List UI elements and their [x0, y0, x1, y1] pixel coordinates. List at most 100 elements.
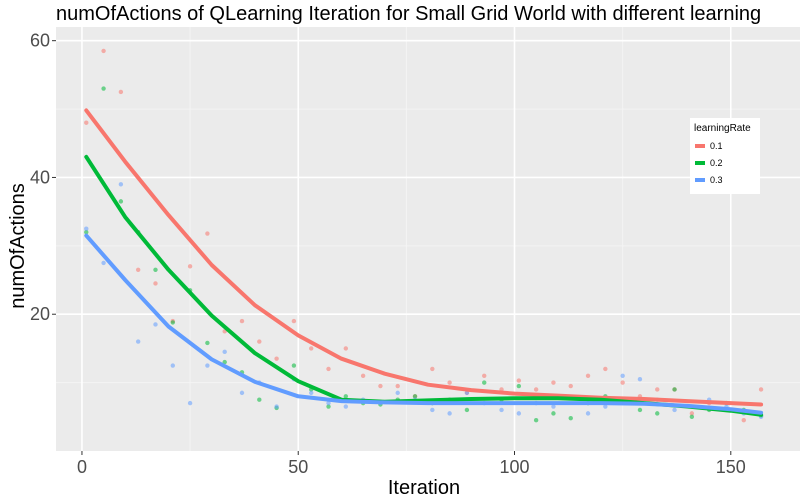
data-point-0-2	[222, 359, 227, 365]
data-point-0-1	[516, 378, 522, 383]
data-point-0-3	[84, 226, 89, 231]
data-point-0-1	[689, 411, 695, 416]
data-point-0-1	[153, 281, 158, 286]
data-point-0-3	[101, 260, 106, 266]
data-point-0-3	[239, 390, 245, 396]
data-point-0-3	[637, 376, 643, 382]
x-axis-ticks: 0 50 100 150	[77, 451, 746, 477]
data-point-0-1	[533, 387, 539, 392]
data-point-0-1	[741, 418, 746, 423]
data-point-0-1	[205, 231, 210, 236]
legend-items: 0.1 0.2 0.3	[695, 141, 723, 185]
y-axis-ticks: 20 40 60	[30, 31, 56, 324]
data-point-0-3	[153, 322, 158, 327]
data-point-0-3	[585, 411, 591, 416]
trend-line-0-3	[84, 233, 764, 415]
grid-lines	[56, 27, 800, 451]
data-point-0-3	[464, 390, 470, 396]
data-point-0-2	[118, 199, 124, 204]
data-point-0-2	[516, 383, 522, 389]
data-point-0-1	[551, 380, 556, 385]
data-point-0-1	[135, 267, 141, 272]
data-point-0-2	[101, 86, 106, 91]
data-point-0-2	[655, 411, 660, 416]
x-tick-label: 50	[288, 457, 308, 477]
data-point-0-1	[118, 89, 124, 95]
data-point-0-3	[551, 404, 556, 409]
data-point-0-1	[291, 318, 297, 324]
data-point-0-2	[464, 407, 470, 413]
y-tick-label: 40	[30, 167, 50, 187]
data-point-0-2	[153, 267, 158, 272]
data-point-0-2	[482, 380, 487, 385]
trend-lines	[84, 108, 764, 417]
data-point-0-3	[395, 390, 400, 396]
data-point-0-3	[170, 363, 175, 368]
chart-title: numOfActions of QLearning Iteration for …	[56, 3, 761, 25]
data-point-0-3	[620, 373, 625, 378]
data-point-0-1	[101, 48, 106, 54]
data-point-0-2	[326, 404, 331, 409]
y-tick-label: 60	[30, 31, 50, 51]
data-point-0-1	[187, 264, 193, 269]
data-point-0-1	[585, 373, 591, 378]
data-point-0-3	[343, 404, 349, 409]
data-point-0-1	[274, 356, 279, 361]
data-point-0-1	[239, 318, 245, 324]
data-point-0-3	[309, 390, 314, 396]
data-point-0-1	[482, 373, 487, 378]
data-point-0-3	[516, 411, 522, 416]
data-point-0-2	[343, 394, 349, 399]
data-point-0-3	[672, 407, 677, 413]
data-point-0-3	[205, 363, 210, 368]
data-point-0-3	[135, 339, 141, 344]
legend: learningRate 0.1 0.2 0.3	[690, 118, 760, 194]
data-point-0-3	[118, 182, 124, 187]
x-axis-title: Iteration	[388, 477, 460, 499]
x-tick-label: 150	[716, 457, 746, 477]
data-point-0-1	[257, 339, 262, 344]
data-point-0-1	[309, 346, 314, 351]
data-point-0-3	[222, 349, 227, 355]
legend-label-0-3: 0.3	[710, 175, 723, 185]
data-point-0-3	[603, 404, 608, 409]
data-point-0-2	[84, 229, 89, 235]
data-point-0-1	[655, 387, 660, 392]
data-point-0-1	[758, 387, 764, 392]
data-point-0-1	[378, 383, 383, 389]
data-point-0-2	[170, 320, 175, 325]
data-point-0-1	[447, 380, 452, 385]
plot-panel	[56, 27, 800, 451]
data-point-0-3	[274, 404, 279, 409]
data-point-0-3	[187, 400, 193, 406]
x-tick-label: 100	[499, 457, 529, 477]
data-point-0-2	[672, 387, 677, 392]
data-point-0-3	[447, 411, 452, 416]
data-point-0-1	[603, 366, 608, 372]
data-point-0-2	[412, 394, 418, 399]
data-point-0-2	[689, 414, 695, 420]
data-point-0-2	[533, 418, 539, 423]
data-point-0-1	[395, 383, 400, 389]
legend-label-0-1: 0.1	[710, 141, 723, 151]
data-point-0-2	[205, 340, 210, 346]
y-tick-label: 20	[30, 304, 50, 324]
data-point-0-1	[84, 120, 89, 125]
data-point-0-2	[257, 397, 262, 402]
data-point-0-2	[637, 407, 643, 413]
y-axis-title: numOfActions	[7, 183, 29, 309]
data-point-0-1	[360, 373, 366, 378]
legend-label-0-2: 0.2	[710, 158, 723, 168]
data-point-0-1	[430, 366, 435, 372]
data-point-0-2	[551, 411, 556, 416]
data-point-0-2	[568, 415, 573, 421]
data-point-0-1	[343, 346, 349, 351]
data-point-0-3	[430, 407, 435, 413]
trend-line-0-1	[84, 108, 764, 407]
data-point-0-1	[568, 383, 573, 389]
data-point-0-1	[620, 380, 625, 385]
data-point-0-1	[326, 366, 331, 372]
data-point-0-2	[291, 363, 297, 368]
data-point-0-3	[499, 407, 504, 413]
